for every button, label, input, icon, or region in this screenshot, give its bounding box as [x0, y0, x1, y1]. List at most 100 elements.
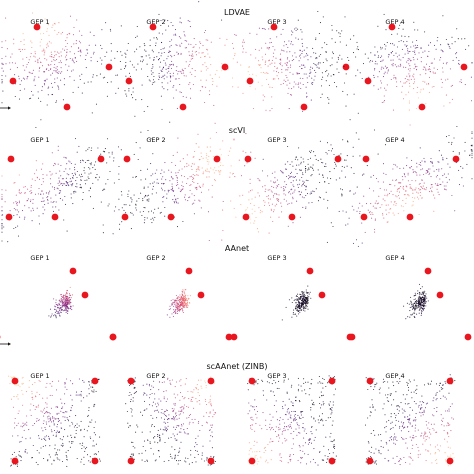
cell-point — [17, 235, 20, 237]
cell-point — [299, 309, 301, 311]
cell-point — [322, 404, 324, 406]
cell-point — [194, 418, 196, 420]
cell-point — [131, 212, 133, 214]
cell-point — [30, 403, 32, 405]
cell-point — [66, 456, 68, 458]
cell-point — [161, 169, 163, 171]
cell-point — [322, 387, 324, 389]
cell-point — [8, 375, 10, 377]
cell-point — [152, 401, 154, 403]
cell-point — [445, 189, 447, 191]
cell-point — [133, 66, 135, 68]
cell-point — [311, 433, 313, 435]
cell-point — [400, 59, 402, 61]
cell-point — [425, 301, 427, 303]
cell-point — [200, 152, 202, 154]
cell-point — [135, 142, 137, 144]
cell-point — [171, 161, 173, 164]
cell-point — [82, 380, 84, 382]
cell-point — [263, 451, 265, 454]
cell-point — [53, 424, 55, 426]
cell-point — [296, 200, 298, 202]
panel-label: GEP 2 — [146, 372, 165, 380]
cell-point — [383, 13, 385, 15]
cell-point — [88, 393, 90, 395]
cell-point — [178, 460, 180, 462]
cell-point — [414, 305, 416, 307]
cell-point — [65, 157, 68, 159]
cell-point — [398, 54, 400, 56]
cell-point — [135, 36, 137, 39]
cell-point — [41, 89, 43, 91]
cell-point — [170, 64, 173, 66]
cell-point — [298, 164, 300, 166]
cell-point — [141, 84, 143, 86]
cell-point — [392, 43, 394, 45]
cell-point — [289, 71, 291, 73]
cell-point — [259, 64, 261, 66]
cell-point — [414, 298, 416, 300]
cell-point — [174, 78, 176, 80]
cell-point — [411, 205, 413, 207]
cell-point — [37, 419, 39, 422]
cell-point — [168, 67, 170, 69]
cell-point — [387, 204, 389, 206]
cell-point — [276, 179, 278, 181]
cell-point — [395, 164, 397, 166]
cell-point — [24, 450, 26, 452]
cell-point — [269, 441, 271, 443]
cell-point — [210, 404, 212, 406]
cell-point — [201, 458, 203, 460]
row-title: scVI — [229, 126, 245, 135]
cell-point — [420, 307, 422, 309]
cell-point — [163, 196, 165, 198]
cell-point — [69, 178, 71, 180]
cell-point — [231, 42, 234, 45]
cell-point — [414, 312, 416, 314]
cell-point — [401, 176, 403, 178]
cell-point — [270, 438, 272, 440]
cell-point — [388, 53, 390, 55]
cell-point — [181, 181, 183, 183]
cell-point — [146, 217, 148, 219]
cell-point — [400, 205, 402, 207]
scatter-panel: GEP 4 — [348, 254, 472, 341]
cell-point — [280, 83, 282, 85]
cell-point — [288, 174, 290, 177]
cell-point — [316, 66, 318, 68]
cell-point — [304, 453, 306, 455]
cell-point — [349, 190, 351, 192]
cell-point — [292, 192, 294, 194]
cell-point — [173, 435, 175, 437]
cell-point — [39, 33, 41, 35]
cell-point — [6, 48, 8, 50]
cell-point — [56, 69, 58, 71]
cell-point — [23, 218, 25, 220]
cell-point — [140, 56, 142, 58]
cell-point — [210, 167, 212, 169]
cell-point — [38, 70, 40, 72]
cell-point — [378, 71, 380, 73]
cell-point — [171, 56, 173, 58]
cell-point — [38, 379, 40, 382]
cell-point — [148, 200, 150, 202]
cell-point — [385, 45, 387, 47]
cell-point — [69, 76, 71, 78]
cell-point — [357, 112, 359, 114]
cell-point — [436, 174, 438, 176]
cell-point — [408, 102, 411, 104]
cell-point — [185, 61, 187, 63]
cell-point — [55, 299, 57, 301]
cell-point — [134, 447, 136, 449]
cell-point — [264, 72, 266, 74]
cell-point — [442, 181, 444, 183]
cell-point — [362, 63, 365, 65]
cell-point — [292, 313, 294, 315]
archetype-point — [328, 457, 336, 465]
cell-point — [80, 179, 82, 181]
cell-point — [52, 421, 54, 423]
cell-point — [414, 29, 416, 31]
cell-point — [74, 172, 76, 174]
cell-point — [414, 197, 416, 199]
cell-point — [288, 411, 290, 413]
